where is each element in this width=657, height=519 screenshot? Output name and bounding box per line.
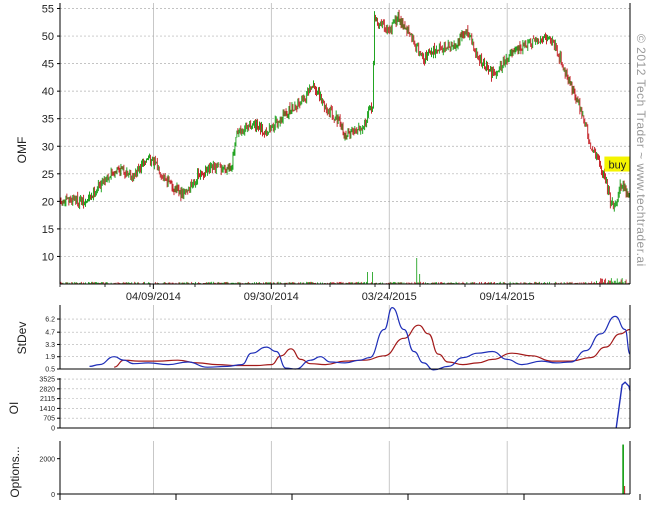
axis-layer: 04/09/2014 09/30/2014 03/24/2015 09/14/2015…	[39, 3, 641, 500]
oi-tick-label: 705	[43, 416, 55, 423]
x-tick-label: 09/30/2014	[244, 291, 299, 303]
series-layer: buy	[89, 156, 631, 494]
price-tick-label: 30	[42, 141, 54, 153]
price-tick-label: 40	[42, 86, 54, 98]
stdev-fast-line	[89, 306, 631, 371]
stdev-tick-label: 4.7	[45, 330, 55, 337]
watermark-text: © 2012 Tech Trader ~ www.techtrader.ai	[634, 34, 648, 267]
options-tick-label: 2000	[39, 457, 55, 464]
oi-tick-label: 0	[51, 426, 55, 433]
oi-tick-label: 3525	[39, 377, 55, 384]
stdev-tick-label: 0.5	[45, 367, 55, 374]
price-tick-label: 15	[42, 224, 54, 236]
x-tick-label: 03/24/2015	[362, 291, 417, 303]
oi-axis-label: OI	[7, 402, 21, 415]
stdev-axis-label: StDev	[15, 322, 29, 355]
price-tick-label: 50	[42, 31, 54, 43]
price-tick-label: 10	[42, 251, 54, 263]
options-axis-label: Options...	[8, 446, 22, 497]
stdev-slow-line	[114, 324, 631, 368]
stdev-tick-label: 1.9	[45, 354, 55, 361]
x-tick-label: 04/09/2014	[126, 291, 181, 303]
stdev-tick-label: 6.2	[45, 317, 55, 324]
price-tick-label: 20	[42, 196, 54, 208]
grid-layer	[60, 3, 630, 494]
x-tick-label: 09/14/2015	[480, 291, 535, 303]
options-tick-label: 0	[51, 492, 55, 499]
oi-tick-label: 1410	[39, 406, 55, 413]
volume-layer	[59, 258, 630, 284]
oi-tick-label: 2820	[39, 386, 55, 393]
oi-tick-label: 2115	[40, 396, 55, 403]
price-tick-label: 55	[42, 4, 54, 16]
oi-line	[615, 381, 631, 429]
price-tick-label: 45	[42, 59, 54, 71]
candle-layer	[59, 9, 630, 212]
buy-label: buy	[609, 160, 627, 172]
stdev-tick-label: 3.3	[45, 342, 55, 349]
price-tick-label: 35	[42, 114, 54, 126]
price-tick-label: 25	[42, 169, 54, 181]
price-axis-label: OMF	[15, 137, 29, 164]
buy-marker	[604, 156, 631, 172]
label-layer: OMF StDev OI Options... © 2012 Tech Trad…	[7, 34, 648, 498]
